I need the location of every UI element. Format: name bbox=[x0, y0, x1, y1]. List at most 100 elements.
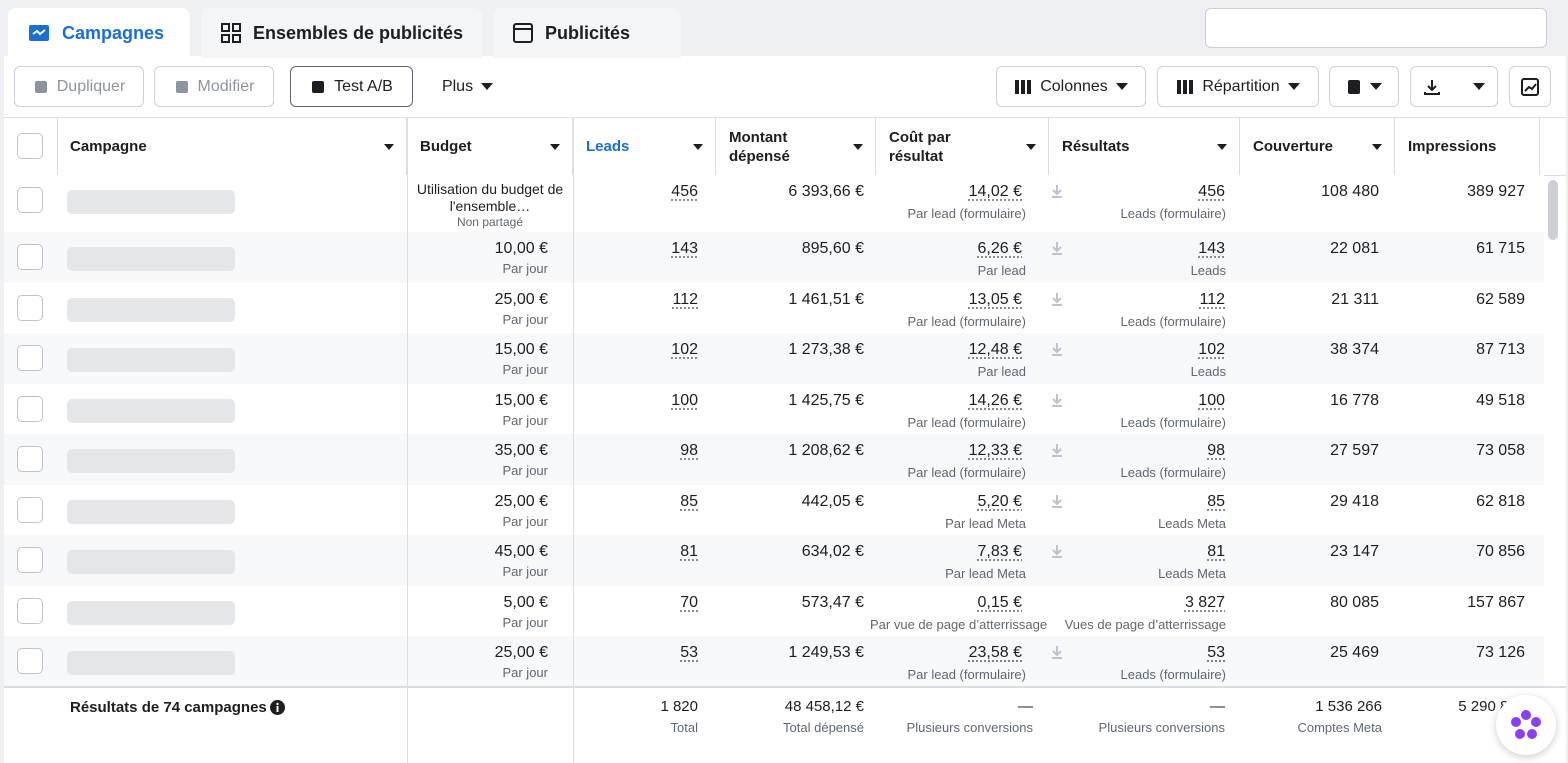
results: 112 bbox=[1060, 291, 1225, 309]
results-note: Leads (formulaire) bbox=[1060, 667, 1227, 682]
column-header[interactable]: Leads bbox=[573, 118, 716, 175]
footer-cost-text: — bbox=[1018, 698, 1033, 715]
download-icon bbox=[1051, 544, 1063, 563]
table-line bbox=[4, 686, 1566, 688]
results-text: 98 bbox=[1207, 442, 1225, 459]
cost: 14,02 € bbox=[876, 183, 1022, 201]
leads-text: 98 bbox=[680, 442, 698, 459]
row bbox=[4, 384, 1544, 434]
toolbar-button[interactable]: Colonnes bbox=[996, 66, 1146, 107]
row-checkbox[interactable] bbox=[17, 648, 43, 674]
row bbox=[4, 333, 1544, 384]
spent-text: 634,02 € bbox=[801, 543, 864, 560]
results-note-text: Leads bbox=[1190, 263, 1226, 278]
cost: 12,33 € bbox=[876, 442, 1022, 460]
toolbar-button[interactable]: Plus bbox=[425, 66, 510, 107]
budget-note-text: Par jour bbox=[502, 615, 548, 630]
reach-text: 27 597 bbox=[1330, 442, 1379, 459]
results-note-text: Leads Meta bbox=[1158, 566, 1226, 581]
toolbar-button[interactable]: Test A/B bbox=[290, 66, 413, 107]
cost-note: Par lead (formulaire) bbox=[870, 667, 1027, 682]
results-text: 100 bbox=[1198, 392, 1225, 409]
toolbar-button[interactable] bbox=[1410, 66, 1498, 107]
toolbar-button[interactable]: Répartition bbox=[1157, 66, 1319, 107]
tab[interactable]: Ensembles de publicités bbox=[201, 8, 482, 58]
toolbar-button-text: Modifier bbox=[197, 77, 255, 95]
row bbox=[4, 283, 1544, 333]
toolbar-button[interactable]: Dupliquer bbox=[14, 66, 144, 107]
budget-text: 35,00 € bbox=[494, 442, 548, 459]
cost-text: 12,33 € bbox=[968, 442, 1022, 459]
reach: 29 418 bbox=[1240, 493, 1379, 511]
row-checkbox[interactable] bbox=[17, 295, 43, 321]
search-box[interactable] bbox=[1205, 8, 1547, 48]
leads-text: 81 bbox=[680, 543, 698, 560]
row-checkbox[interactable] bbox=[17, 345, 43, 371]
budget-text: 25,00 € bbox=[494, 493, 548, 510]
leads-text: 85 bbox=[680, 493, 698, 510]
tab[interactable]: Publicités bbox=[493, 8, 681, 58]
header-checkbox[interactable] bbox=[17, 133, 43, 159]
results-text: 112 bbox=[1199, 291, 1225, 308]
results: 100 bbox=[1060, 392, 1225, 410]
spent: 634,02 € bbox=[716, 543, 864, 561]
column-header[interactable]: Résultats bbox=[1049, 118, 1240, 175]
toolbar-button[interactable]: Modifier bbox=[154, 66, 274, 107]
cost-note-text: Par lead (formulaire) bbox=[907, 314, 1027, 329]
footer-reach-note-text: Comptes Meta bbox=[1297, 720, 1382, 735]
cost-text: 7,83 € bbox=[977, 543, 1022, 560]
row-checkbox[interactable] bbox=[17, 547, 43, 573]
results-note-text: Leads (formulaire) bbox=[1120, 465, 1227, 480]
results: 85 bbox=[1060, 493, 1225, 511]
budget-note: Par jour bbox=[407, 615, 548, 630]
campaign-placeholder bbox=[67, 399, 235, 423]
assistant-button[interactable] bbox=[1496, 695, 1556, 755]
reach: 21 311 bbox=[1240, 291, 1379, 309]
cost-note-text: Par lead (formulaire) bbox=[907, 206, 1027, 221]
cost-note-text: Par vue de page d’atterrissage bbox=[870, 617, 1048, 632]
toolbar-button[interactable] bbox=[1329, 66, 1399, 107]
spent: 6 393,66 € bbox=[716, 183, 864, 201]
column-header[interactable]: Montant dépensé bbox=[716, 118, 876, 175]
footer-leads-text: 1 820 bbox=[660, 698, 698, 715]
column-header[interactable]: Budget bbox=[407, 118, 573, 175]
leads: 100 bbox=[573, 392, 698, 410]
budget-note-text: Par jour bbox=[502, 514, 548, 529]
campaign-placeholder bbox=[67, 247, 235, 271]
spent: 442,05 € bbox=[716, 493, 864, 511]
reach-text: 29 418 bbox=[1330, 493, 1379, 510]
info-icon[interactable] bbox=[270, 700, 285, 720]
results-text: 456 bbox=[1198, 183, 1225, 200]
row-checkbox[interactable] bbox=[17, 497, 43, 523]
reach-text: 80 085 bbox=[1330, 594, 1379, 611]
row-checkbox[interactable] bbox=[17, 244, 43, 270]
reach: 108 480 bbox=[1240, 183, 1379, 201]
leads: 85 bbox=[573, 493, 698, 511]
column-header[interactable]: Campagne bbox=[57, 118, 407, 175]
cost-note: Par lead Meta bbox=[870, 516, 1026, 531]
results-text: 81 bbox=[1207, 543, 1225, 560]
row-checkbox[interactable] bbox=[17, 598, 43, 624]
footer-cost: — bbox=[876, 698, 1033, 715]
budget-note: Non partagé bbox=[410, 215, 570, 229]
row-checkbox[interactable] bbox=[17, 187, 43, 213]
cost-note: Par lead Meta bbox=[870, 566, 1026, 581]
reach-text: 16 778 bbox=[1330, 392, 1379, 409]
impressions-text: 70 856 bbox=[1476, 543, 1525, 560]
row-checkbox[interactable] bbox=[17, 446, 43, 472]
table-line bbox=[573, 118, 574, 763]
impressions: 61 715 bbox=[1395, 240, 1525, 258]
tab[interactable]: Campagnes bbox=[8, 8, 190, 58]
row-checkbox[interactable] bbox=[17, 396, 43, 422]
column-header[interactable]: Impressions bbox=[1395, 118, 1540, 175]
column-header-text: Campagne bbox=[70, 138, 147, 155]
toolbar-button-text: Plus bbox=[441, 77, 474, 95]
column-header[interactable]: Couverture bbox=[1240, 118, 1395, 175]
spent-text: 1 461,51 € bbox=[788, 291, 864, 308]
toolbar-button[interactable] bbox=[1509, 66, 1551, 107]
column-header[interactable]: Coût par résultat bbox=[876, 118, 1049, 175]
impressions-text: 62 818 bbox=[1476, 493, 1525, 510]
budget-note: Par jour bbox=[407, 463, 548, 478]
results: 143 bbox=[1060, 240, 1225, 258]
